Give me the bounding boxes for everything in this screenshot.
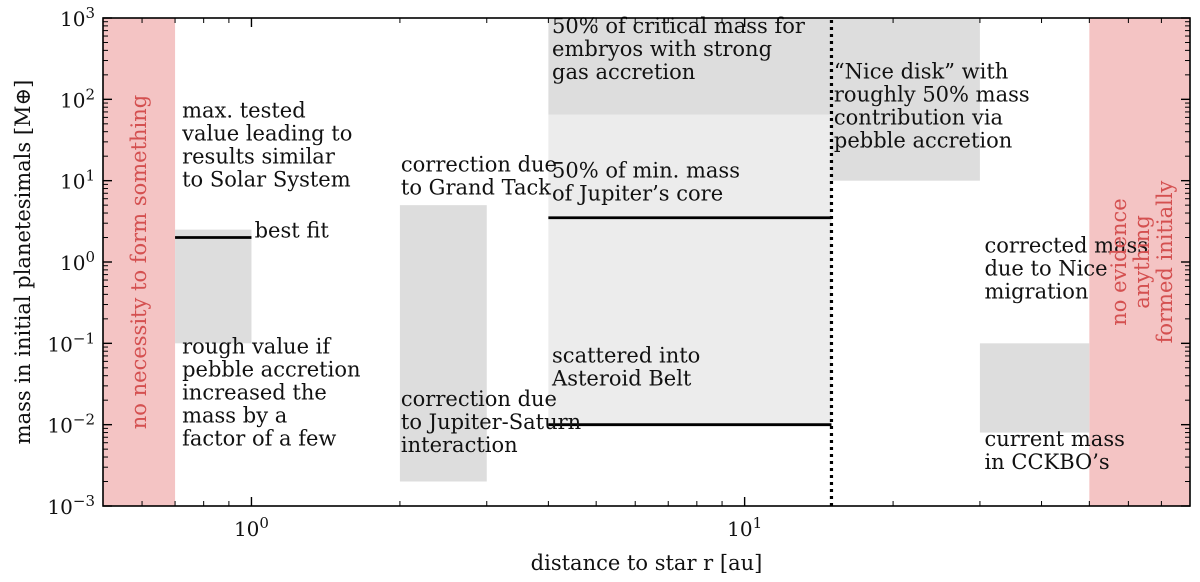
ann-best-fit: best fit [255,219,330,243]
ann-corrected-mass: corrected mass due to Nice migration [984,234,1148,304]
x-axis-title: distance to star r [au] [531,551,763,575]
y-tick-label: 102 [60,85,95,112]
ann-grand-tack: correction due to Grand Tack [401,152,557,199]
ann-nice-disk: “Nice disk” with roughly 50% mass contribu… [834,60,1030,153]
ann-rough-value: rough value if pebble accretion increased … [182,334,360,450]
data-lines [175,18,834,506]
core-region [548,114,832,218]
grand-tack-box [399,205,487,482]
annotations: max. tested value leading to results simil… [127,14,1177,474]
y-tick-label: 103 [60,4,95,31]
ann-min-mass: 50% of min. mass of Jupiter’s core [552,158,740,205]
left-excluded [103,18,176,506]
ann-jupiter-saturn: correction due to Jupiter-Saturn interacti… [401,387,581,457]
x-tick-label: 100 [234,514,269,541]
y-tick-label: 101 [60,167,95,194]
y-tick-label: 10−2 [47,411,95,438]
critical-mass-region [548,18,832,115]
ann-critical-mass: 50% of critical mass for embryos with str… [552,14,806,84]
y-tick-label: 10−1 [47,329,95,356]
kbo-box [979,343,1090,433]
ann-current-mass: current mass in CCKBO’s [984,427,1124,474]
vann-left-line: no necessity to form something [127,95,151,429]
nice-disk-region [831,18,980,181]
y-tick-label: 10−3 [47,492,95,519]
vann-left: no necessity to form something [127,95,151,429]
asteroid-light-region [548,217,832,425]
right-excluded [1089,18,1190,506]
ann-max-tested: max. tested value leading to results simil… [181,98,352,191]
ann-asteroid-belt: scattered into Asteroid Belt [551,344,700,391]
pebble-box [175,229,252,344]
y-tick-label: 100 [60,248,95,275]
shaded-regions [103,18,1190,506]
axis-ticks: 100 101 10−3 10−2 10−1 100 101 102 103 [47,4,1190,541]
vann-right-line: formed initially [1153,180,1177,343]
x-tick-label: 101 [727,514,762,541]
vann-right: no evidence anything formed initially [1107,180,1177,343]
y-axis-title: mass in initial planetesimals [M⊕] [11,80,35,445]
vann-right-line: anything [1130,215,1154,309]
vann-right-line: no evidence [1107,198,1131,325]
